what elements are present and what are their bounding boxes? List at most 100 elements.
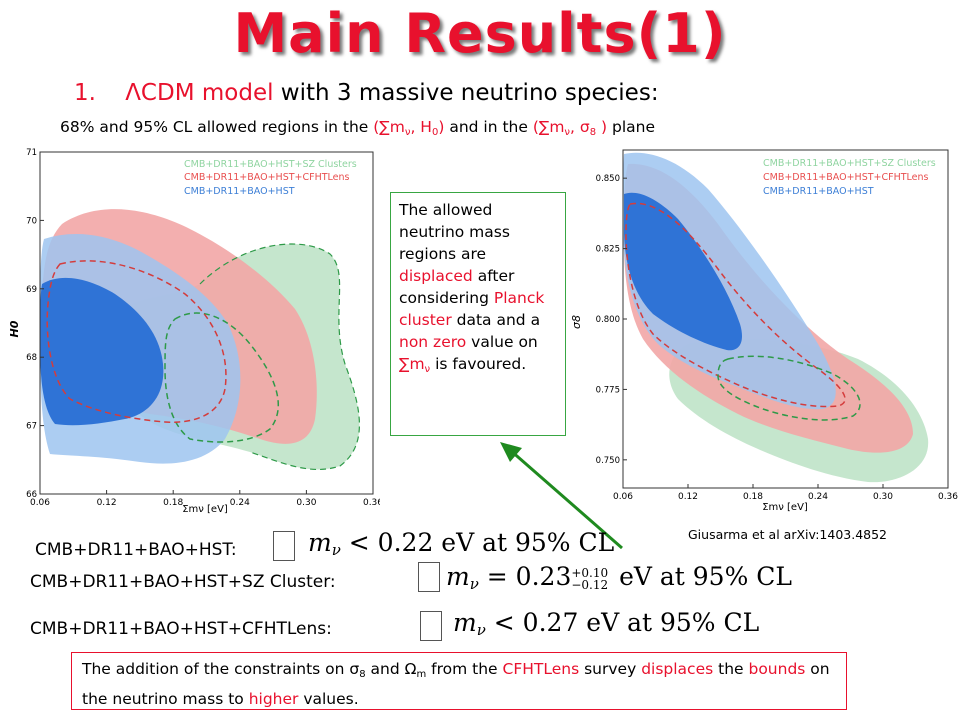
sigma8-legend-red: CMB+DR11+BAO+HST+CFHTLens <box>763 172 929 183</box>
sigma8-x-tick-label: 0.12 <box>678 492 698 502</box>
planes-description: 68% and 95% CL allowed regions in the (∑… <box>60 118 655 138</box>
result-2-formula: mν = 0.23 +0.10 −0.12 eV at 95% CL <box>446 562 793 593</box>
bottom-higher: higher <box>248 690 299 708</box>
h0-x-tick-label: 0.24 <box>230 498 250 508</box>
citation: Giusarma et al arXiv:1403.4852 <box>688 527 888 542</box>
sigma8-y-tick-label: 0.775 <box>596 385 620 395</box>
h0-x-axis-label: Σmν [eV] <box>182 504 228 515</box>
bottom-text-1: The addition of the constraints on σ <box>82 660 360 678</box>
hst-68-region-s8 <box>624 192 743 351</box>
callout-text-1: The allowed neutrino mass regions are <box>399 201 510 263</box>
h0-legend-red: CMB+DR11+BAO+HST+CFHTLens <box>184 172 350 183</box>
h0-y-tick-label: 70 <box>26 216 37 226</box>
plane-1-expr: (∑mν, H0) <box>373 118 445 138</box>
plane-2-expr: (∑mν, σ8 ) <box>532 118 608 138</box>
sigma8-legend-green: CMB+DR11+BAO+HST+SZ Clusters <box>763 158 936 169</box>
planes-text-1: 68% and 95% CL allowed regions in the <box>60 118 374 136</box>
cfht-68-contour-s8 <box>625 202 846 408</box>
h0-y-tick-label: 67 <box>26 422 37 432</box>
slide-title: Main Results(1) <box>233 2 727 65</box>
conclusion-box: The addition of the constraints on σ8 an… <box>71 652 847 710</box>
bottom-text-3: from the <box>426 660 503 678</box>
placeholder-box-3 <box>420 611 442 641</box>
placeholder-box-1 <box>273 531 295 561</box>
planes-text-3: plane <box>607 118 655 136</box>
arrow-head <box>500 442 522 462</box>
callout-box: The allowed neutrino mass regions are di… <box>390 192 566 436</box>
h0-x-tick-label: 0.18 <box>163 498 183 508</box>
sigma8-y-tick-label: 0.850 <box>596 174 620 184</box>
result-3-formula: mν < 0.27 eV at 95% CL <box>453 608 760 639</box>
hst-95-region-s8 <box>623 152 836 410</box>
hst-68-region <box>40 277 164 426</box>
callout-text-7: value on <box>466 333 538 351</box>
bottom-text-7: the <box>713 660 749 678</box>
sz-68-contour <box>164 312 279 443</box>
arrow-graphic <box>500 442 623 550</box>
bottom-text-2: and Ω <box>365 660 417 678</box>
h0-x-tick-label: 0.36 <box>363 498 380 508</box>
result-1-formula: mν < 0.22 eV at 95% CL <box>308 528 615 559</box>
callout-text-3: after considering <box>399 267 515 307</box>
bottom-sub-8: 8 <box>359 669 366 680</box>
h0-legend-green: CMB+DR11+BAO+HST+SZ Clusters <box>184 159 357 170</box>
arrow-line <box>509 448 623 550</box>
callout-sum-m: ∑mν <box>399 355 431 375</box>
sigma8-x-tick-label: 0.36 <box>938 492 958 502</box>
result-1-label: CMB+DR11+BAO+HST: <box>35 540 237 560</box>
h0-plot-frame <box>39 151 374 495</box>
h0-x-tick-label: 0.30 <box>296 498 316 508</box>
cfht-68-contour <box>46 260 227 423</box>
bottom-sub-m: m <box>416 669 427 680</box>
callout-planck-cluster: Planck cluster <box>399 289 545 329</box>
callout-text-9: is favoured. <box>430 355 527 373</box>
placeholder-box-2 <box>418 562 440 592</box>
bottom-text-9: on the neutrino mass to <box>82 660 830 708</box>
planes-text-2: and in the <box>444 118 533 136</box>
sz-68-contour-s8 <box>717 355 861 421</box>
bottom-text-5: survey <box>579 660 642 678</box>
slide-subtitle: 1. ΛCDM model with 3 massive neutrino sp… <box>74 80 659 106</box>
sigma8-y-tick-label: 0.800 <box>596 315 620 325</box>
h0-y-tick-label: 69 <box>26 285 37 295</box>
subtitle-rest: with 3 massive neutrino species <box>273 80 651 106</box>
sigma8-y-tick-label: 0.750 <box>596 456 620 466</box>
sigma8-contour-chart: 0.06 0.12 0.18 0.24 0.30 0.36 0.750 0.775 0.800… <box>570 149 958 513</box>
result-2-label: CMB+DR11+BAO+HST+SZ Cluster: <box>30 572 336 592</box>
h0-y-axis-label: H0 <box>8 320 21 337</box>
sigma8-x-axis-label: Σmν [eV] <box>762 502 808 513</box>
h0-y-tick-label: 71 <box>26 148 37 158</box>
list-number: 1. <box>74 80 96 106</box>
sigma8-x-tick-label: 0.06 <box>613 492 633 502</box>
h0-contour-chart: 0.06 0.12 0.18 0.24 0.30 0.36 66 67 68 69 70 71 Σm… <box>8 148 380 515</box>
sigma8-y-tick-label: 0.825 <box>596 245 620 255</box>
bottom-cfhtlens: CFHTLens <box>502 660 580 678</box>
bottom-text-11: values. <box>298 690 359 708</box>
sz-95-contour <box>199 243 360 470</box>
bottom-bounds: bounds <box>748 660 806 678</box>
model-name: ΛCDM model <box>125 80 274 106</box>
h0-x-ticks: 0.06 0.12 0.18 0.24 0.30 0.36 <box>30 490 380 508</box>
subtitle-colon: : <box>650 80 659 106</box>
sigma8-contours <box>623 152 929 483</box>
sigma8-x-tick-label: 0.24 <box>808 492 828 502</box>
h0-x-tick-label: 0.12 <box>97 498 117 508</box>
sigma8-x-ticks: 0.06 0.12 0.18 0.24 0.30 0.36 <box>613 484 958 502</box>
sigma8-legend: CMB+DR11+BAO+HST+SZ Clusters CMB+DR11+BA… <box>763 158 936 197</box>
h0-y-ticks: 66 67 68 69 70 71 <box>26 148 44 500</box>
bottom-displaces: displaces <box>641 660 714 678</box>
result-3-label: CMB+DR11+BAO+HST+CFHTLens: <box>30 619 332 639</box>
sigma8-y-ticks: 0.750 0.775 0.800 0.825 0.850 <box>596 174 627 466</box>
callout-displaced: displaced <box>399 267 473 285</box>
h0-contours <box>40 209 360 470</box>
h0-y-tick-label: 68 <box>26 353 37 363</box>
callout-text-5: data and a <box>451 311 541 329</box>
sigma8-y-axis-label: σ8 <box>570 315 583 329</box>
h0-x-tick-label: 0.06 <box>30 498 50 508</box>
h0-legend-blue: CMB+DR11+BAO+HST <box>184 186 295 197</box>
h0-y-tick-label: 66 <box>26 490 37 500</box>
sigma8-legend-blue: CMB+DR11+BAO+HST <box>763 186 874 197</box>
sigma8-x-tick-label: 0.18 <box>743 492 763 502</box>
h0-legend: CMB+DR11+BAO+HST+SZ Clusters CMB+DR11+BA… <box>184 159 357 197</box>
sigma8-x-tick-label: 0.30 <box>873 492 893 502</box>
